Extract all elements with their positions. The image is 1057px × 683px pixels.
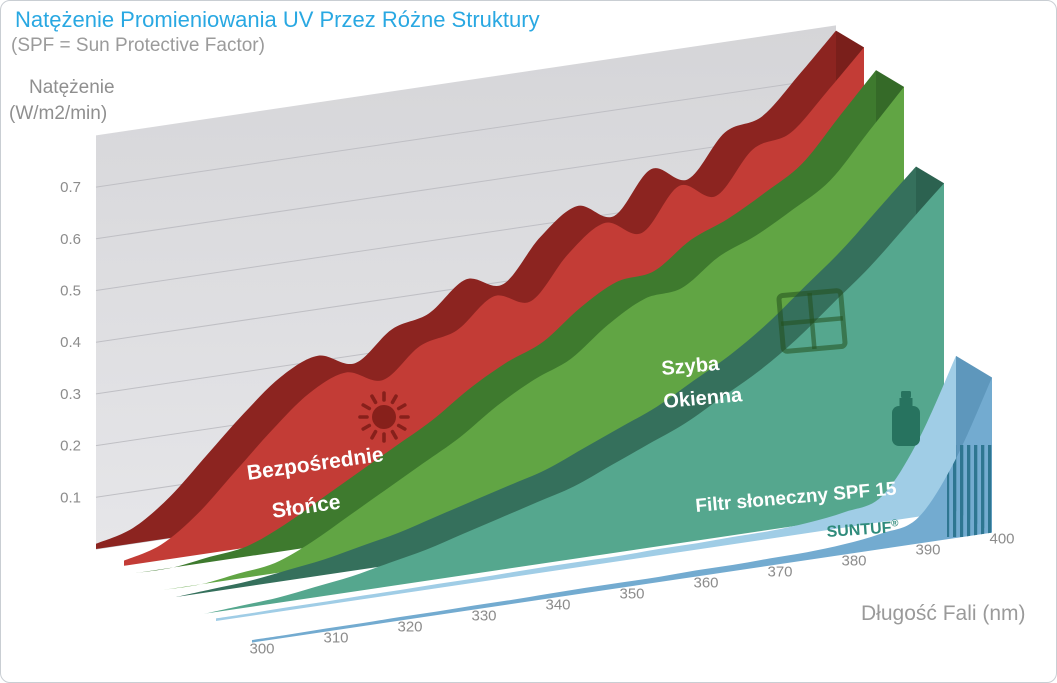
chart-subtitle: (SPF = Sun Protective Factor) — [11, 35, 265, 56]
y-tick-label: 0.3 — [60, 386, 81, 403]
y-tick-label: 0.4 — [60, 334, 81, 351]
chart-title: Natężenie Promieniowania UV Przez Różne … — [15, 7, 540, 32]
gridline — [95, 76, 837, 188]
series-suntuf-hatch — [947, 445, 992, 537]
x-tick-label: 360 — [693, 575, 718, 592]
y-axis-title-line1: Natężenie — [29, 77, 115, 98]
x-tick-label: 320 — [397, 619, 422, 636]
suntuf-brand-label: SUNTUF® — [826, 518, 900, 541]
gridline — [95, 128, 837, 240]
x-tick-label: 370 — [767, 564, 792, 581]
series-spf15-sunscreen-face — [204, 183, 944, 614]
y-tick-label: 0.5 — [60, 283, 81, 300]
x-tick-label: 350 — [619, 586, 644, 603]
x-tick-label: 390 — [915, 542, 940, 559]
y-axis-title-line2: (W/m2/min) — [9, 103, 108, 124]
x-tick-label: 380 — [841, 553, 866, 570]
x-tick-label: 330 — [471, 608, 496, 625]
y-tick-label: 0.6 — [60, 231, 81, 248]
window-icon — [776, 288, 848, 354]
label-x-axis: Długość Fali (nm) — [861, 602, 1026, 625]
x-tick-label: 300 — [249, 641, 274, 658]
x-tick-label: 310 — [323, 630, 348, 647]
y-tick-label: 0.1 — [60, 489, 81, 506]
sunscreen-bottle-icon — [892, 391, 920, 446]
y-tick-label: 0.7 — [60, 179, 81, 196]
label-window-1: Szyba — [661, 353, 721, 380]
y-tick-label: 0.2 — [60, 438, 81, 455]
x-tick-label: 400 — [989, 531, 1014, 548]
x-tick-label: 340 — [545, 597, 570, 614]
sun-icon — [358, 391, 410, 443]
